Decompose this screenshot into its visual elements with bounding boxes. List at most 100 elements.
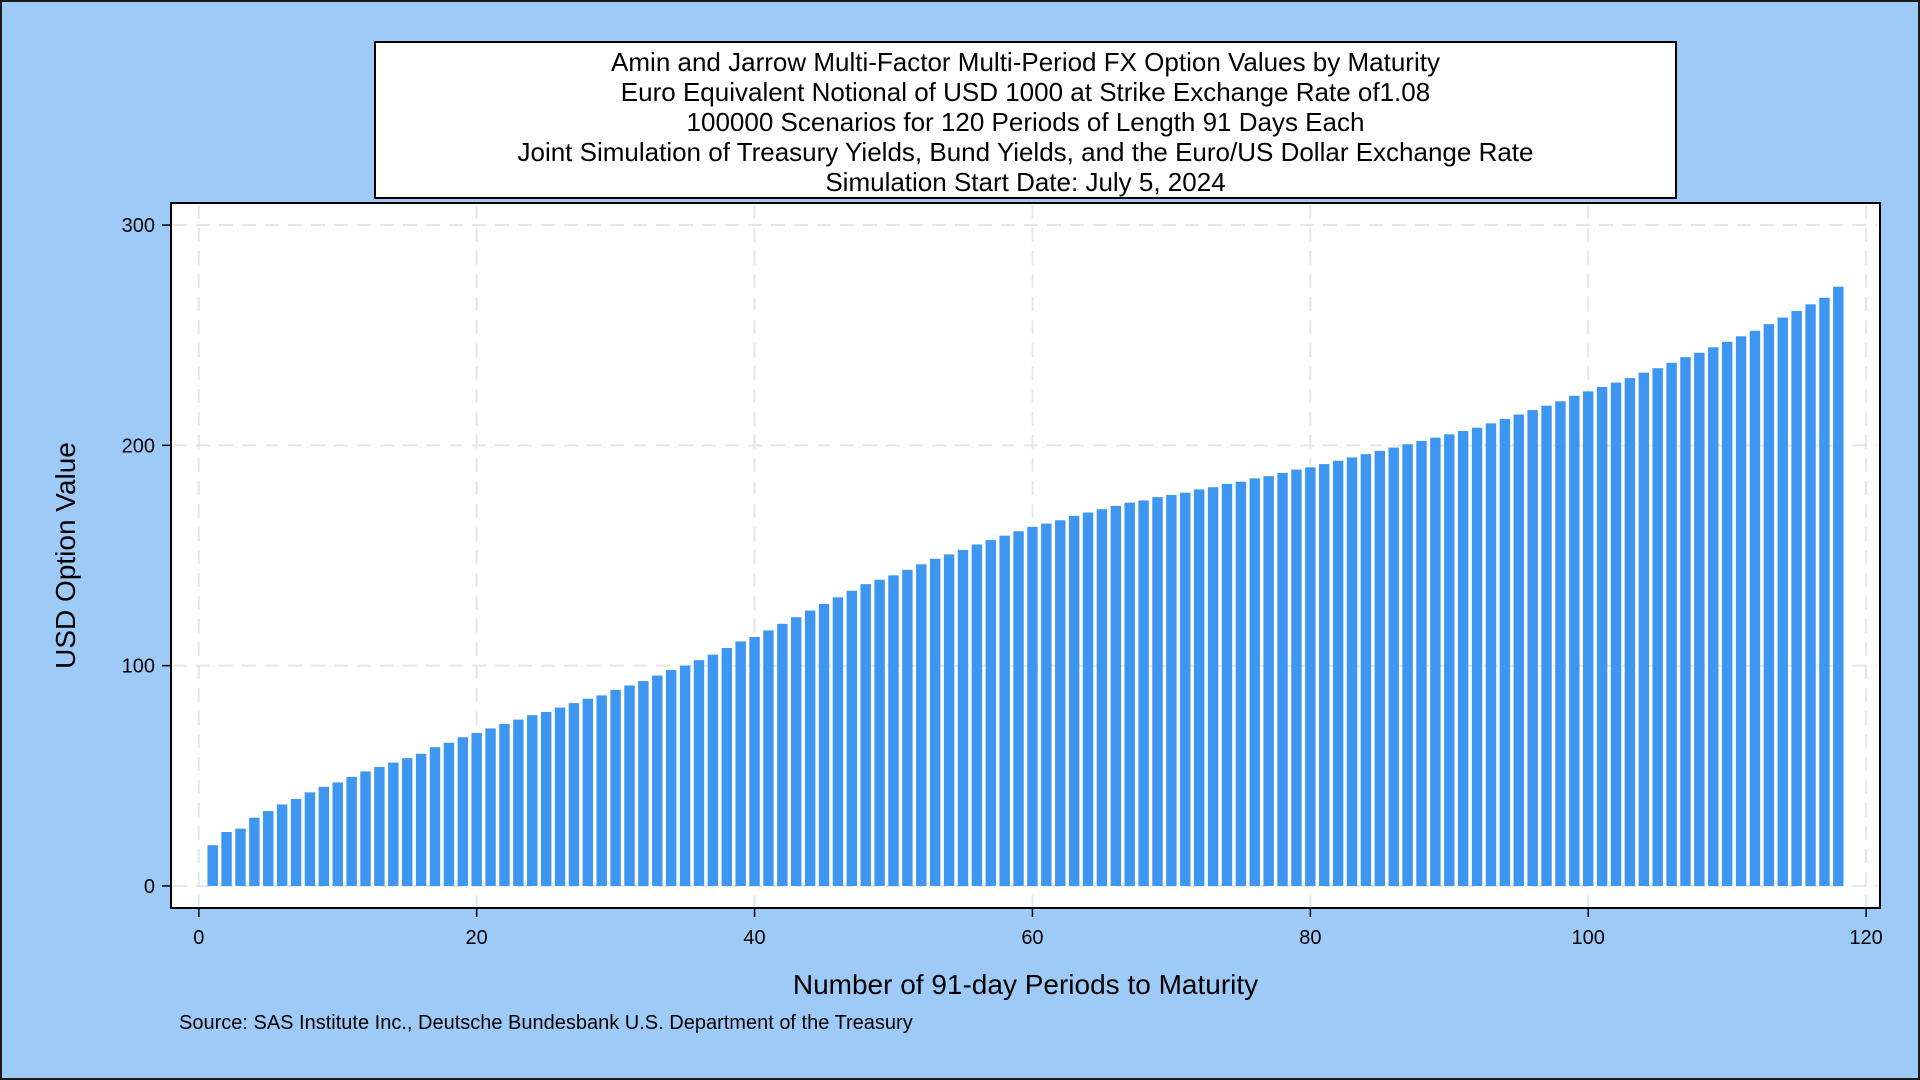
bar (527, 715, 538, 886)
bar (360, 771, 371, 886)
bar (1291, 469, 1302, 886)
bar (818, 603, 830, 886)
bar (207, 845, 218, 886)
bar (1583, 391, 1594, 886)
bar (721, 648, 732, 886)
x-tick-label: 0 (193, 927, 204, 949)
bar (1596, 386, 1608, 886)
bar (471, 732, 482, 886)
bar (1610, 382, 1622, 886)
bar (1013, 531, 1024, 886)
bar (1805, 304, 1816, 886)
bar (735, 641, 746, 886)
bar (346, 776, 357, 886)
y-tick-label: 200 (122, 435, 155, 457)
bar (290, 798, 302, 886)
chart-title-line-3: 100000 Scenarios for 120 Periods of Leng… (686, 107, 1365, 137)
bar (1346, 457, 1358, 886)
bar (1166, 494, 1177, 886)
bar (1735, 336, 1747, 886)
bar (1638, 372, 1650, 886)
bar (985, 540, 996, 886)
plot-frame (170, 202, 1881, 909)
bar (540, 711, 552, 886)
bar (263, 811, 274, 886)
bar (777, 623, 788, 886)
bar (1068, 515, 1080, 886)
bar (499, 724, 510, 886)
bar (610, 689, 621, 886)
source-note: Source: SAS Institute Inc., Deutsche Bun… (179, 1012, 913, 1034)
bar (638, 681, 649, 886)
bar (916, 564, 927, 886)
bar (971, 544, 983, 886)
bar (1471, 427, 1483, 886)
chart-title-line-5: Simulation Start Date: July 5, 2024 (825, 167, 1226, 197)
bar (707, 654, 719, 886)
bar (1513, 414, 1524, 886)
bar (665, 670, 677, 886)
bar (1527, 410, 1538, 886)
bar (1444, 434, 1455, 886)
x-tick-label: 60 (1021, 927, 1043, 949)
bar (513, 719, 524, 886)
bar (318, 786, 330, 886)
bar (888, 575, 899, 886)
bar (1791, 310, 1802, 886)
plot-area (170, 202, 1881, 909)
bar (693, 660, 705, 886)
bar (1819, 297, 1830, 886)
bar (1110, 505, 1122, 886)
bar (1749, 330, 1761, 886)
bar (332, 782, 343, 886)
bar (1082, 512, 1094, 886)
bar (1721, 341, 1733, 886)
bar (1388, 447, 1399, 886)
bar (304, 792, 316, 886)
bar (374, 767, 385, 886)
bar (1694, 352, 1705, 886)
bar (1096, 509, 1108, 886)
bar (1193, 489, 1205, 886)
bar (929, 558, 941, 886)
bar (401, 758, 413, 886)
x-axis: 0 20 40 60 80 100 120 (193, 908, 1883, 949)
x-tick-label: 100 (1572, 927, 1605, 949)
chart-title-line-4: Joint Simulation of Treasury Yields, Bun… (517, 137, 1534, 167)
bar (1833, 286, 1844, 886)
bar (1624, 378, 1636, 886)
bar (1416, 440, 1427, 886)
bar (235, 828, 246, 886)
bar (221, 831, 232, 886)
bar (596, 695, 607, 886)
bar (1374, 450, 1386, 886)
bar (874, 579, 885, 886)
bar (582, 698, 594, 886)
bar (276, 804, 288, 886)
bar (1027, 526, 1038, 886)
bar (429, 747, 441, 886)
bar (1569, 395, 1580, 886)
y-tick-label: 0 (144, 876, 155, 898)
bar (388, 762, 399, 886)
bar (1402, 444, 1413, 886)
y-axis: 0 100 200 300 (122, 215, 171, 898)
bar (1305, 467, 1316, 886)
bar (1277, 472, 1288, 886)
bar (1680, 357, 1691, 886)
bar (791, 617, 802, 886)
bar (443, 742, 455, 886)
chart-title-line-1: Amin and Jarrow Multi-Factor Multi-Perio… (611, 47, 1440, 77)
bar (1319, 464, 1330, 886)
bar (554, 707, 566, 886)
y-tick-label: 300 (122, 215, 155, 237)
bar (679, 665, 691, 886)
x-tick-label: 20 (466, 927, 488, 949)
bar (1666, 362, 1677, 886)
bar (1763, 324, 1775, 886)
bar (1263, 476, 1274, 886)
bar (1152, 497, 1163, 886)
bar (1221, 483, 1233, 886)
bar (1041, 523, 1052, 886)
